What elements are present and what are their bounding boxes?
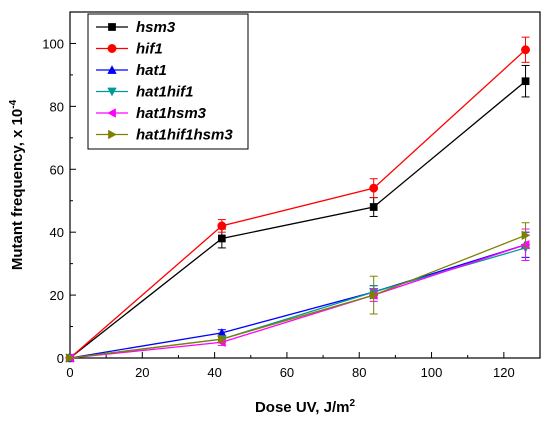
x-tick-label: 100 — [421, 365, 443, 380]
y-tick-label: 60 — [50, 162, 64, 177]
x-axis-title: Dose UV, J/m2 — [255, 398, 356, 416]
x-tick-labels: 0 20 40 60 80 100 120 — [66, 365, 514, 380]
data-point — [369, 183, 379, 193]
data-point — [521, 77, 530, 86]
legend-marker — [107, 44, 117, 53]
series-line — [69, 49, 526, 359]
x-tick-label: 20 — [135, 365, 149, 380]
y-axis-title-sup: -4 — [8, 99, 19, 108]
x-axis-title-main: Dose UV, J/m — [255, 399, 350, 416]
legend-item-hat1hif1hsm3: hat1hif1hsm3 — [96, 127, 233, 144]
x-tick-label: 60 — [280, 365, 294, 380]
legend-label: hat1hsm3 — [136, 105, 207, 122]
legend-label: hat1 — [136, 62, 167, 79]
legend-marker — [107, 108, 116, 118]
x-tick-label: 80 — [352, 365, 366, 380]
series-line — [69, 244, 526, 359]
data-point — [369, 203, 378, 211]
y-tick-labels: 0 20 40 60 80 100 — [42, 36, 64, 366]
y-tick-label: 100 — [42, 36, 64, 51]
legend-marker — [107, 87, 117, 97]
legend-box — [87, 13, 249, 150]
series-line — [69, 80, 526, 359]
data-point — [369, 290, 379, 300]
legend-label: hif1 — [136, 41, 163, 58]
y-tick-label: 20 — [50, 288, 64, 303]
data-point — [66, 353, 75, 363]
data-point — [521, 230, 531, 241]
legend-label: hat1hif1hsm3 — [136, 127, 233, 144]
legend-label: hat1hif1 — [136, 84, 194, 101]
legend: hsm3 hif1 hat1 hat1hif1 hat1hsm3 hat1hif1hsm3 — [87, 13, 249, 150]
data-point — [217, 334, 227, 344]
series-line — [69, 234, 526, 359]
y-axis-title: Mutant frequency, x 10-4 — [8, 99, 26, 270]
plot-frame — [69, 11, 541, 359]
series-hat1hif1hsm3 — [66, 222, 531, 363]
series-line — [69, 247, 526, 359]
y-axis-title-main: Mutant frequency, x 10 — [9, 109, 26, 270]
legend-marker — [108, 129, 117, 140]
series-hat1hif1 — [65, 234, 531, 363]
y-tick-label: 80 — [50, 99, 64, 114]
legend-item-hat1: hat1 — [96, 62, 167, 79]
series-hat1 — [65, 231, 531, 362]
legend-item-hat1hsm3: hat1hsm3 — [96, 105, 207, 122]
y-tick-label: 40 — [50, 225, 64, 240]
series-line — [69, 244, 526, 359]
series-layer — [65, 36, 531, 363]
legend-marker — [107, 65, 117, 74]
x-axis-title-sup: 2 — [349, 398, 355, 409]
data-point — [521, 45, 530, 55]
legend-item-hif1: hif1 — [96, 41, 163, 58]
legend-item-hat1hif1: hat1hif1 — [96, 84, 194, 101]
series-hat1hsm3 — [65, 228, 530, 363]
data-point — [217, 234, 226, 243]
x-tick-label: 40 — [207, 365, 221, 380]
legend-label: hsm3 — [136, 19, 176, 36]
data-point — [217, 221, 227, 231]
legend-item-hsm3: hsm3 — [96, 19, 176, 36]
axis-ticks — [69, 42, 505, 359]
series-hif1 — [65, 36, 530, 363]
x-tick-label: 120 — [493, 365, 515, 380]
x-tick-label: 0 — [66, 365, 73, 380]
y-tick-label: 0 — [57, 351, 64, 366]
legend-marker — [108, 23, 116, 31]
